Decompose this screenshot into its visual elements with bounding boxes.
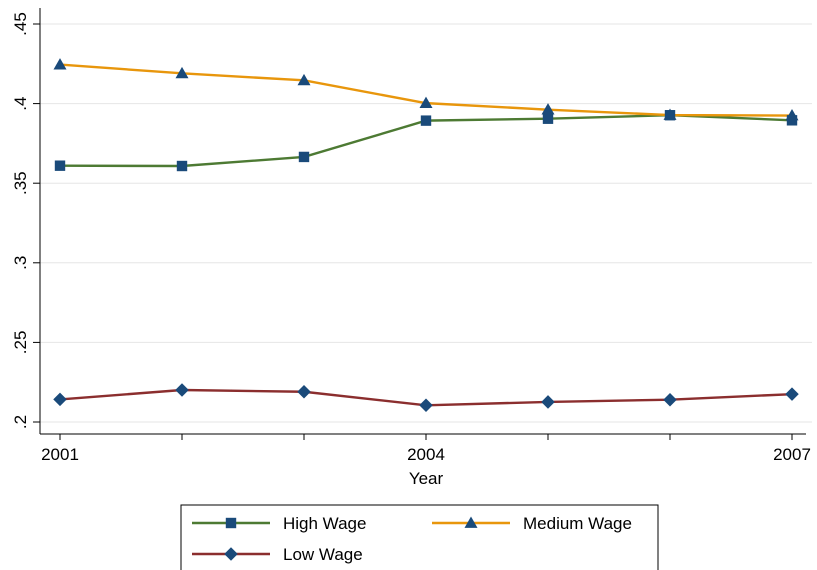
y-tick-label: .45 xyxy=(11,12,30,36)
x-tick-label: 2004 xyxy=(407,445,445,464)
legend: High Wage Medium Wage Low Wage xyxy=(180,504,659,570)
diamond-marker xyxy=(175,383,189,397)
triangle-marker xyxy=(419,96,433,108)
diamond-marker xyxy=(53,392,67,407)
triangle-marker xyxy=(663,108,677,120)
x-tick-label: 2007 xyxy=(773,445,811,464)
x-axis-title: Year xyxy=(409,469,444,488)
legend-label: High Wage xyxy=(283,514,366,533)
legend-label: Medium Wage xyxy=(523,514,632,533)
diamond-marker xyxy=(419,398,433,413)
diamond-marker xyxy=(224,547,238,561)
x-tick-label: 2001 xyxy=(41,445,79,464)
square-marker xyxy=(542,113,554,124)
y-tick-label: .25 xyxy=(11,331,30,355)
axes: .2 .25 .3 .35 .4 .45 2001 2004 2007 xyxy=(11,8,811,464)
y-tick-label: .2 xyxy=(11,415,30,429)
triangle-marker xyxy=(175,66,189,79)
square-marker xyxy=(176,160,188,172)
y-tick-label: .35 xyxy=(11,171,30,195)
diamond-marker xyxy=(663,392,677,407)
square-marker xyxy=(298,151,310,163)
y-tick-label: .4 xyxy=(11,97,30,111)
grid-lines xyxy=(40,23,812,423)
diamond-marker xyxy=(541,395,555,409)
triangle-marker xyxy=(53,58,67,70)
square-marker xyxy=(225,517,237,529)
triangle-marker xyxy=(785,109,799,121)
triangle-marker xyxy=(297,73,311,86)
triangle-marker xyxy=(464,516,478,528)
triangle-marker xyxy=(541,103,555,115)
legend-label: Low Wage xyxy=(283,545,363,564)
y-tick-label: .3 xyxy=(11,256,30,270)
diamond-marker xyxy=(785,387,799,401)
data-markers xyxy=(53,58,799,413)
square-marker xyxy=(420,115,432,126)
legend-box xyxy=(180,504,659,570)
diamond-marker xyxy=(297,384,311,399)
square-marker xyxy=(54,160,66,171)
